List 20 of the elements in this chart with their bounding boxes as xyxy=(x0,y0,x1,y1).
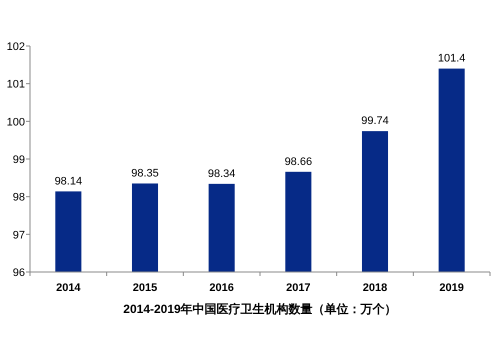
data-label: 98.66 xyxy=(284,156,312,168)
y-tick-label: 102 xyxy=(6,41,25,53)
x-tick-label: 2016 xyxy=(209,282,234,294)
y-tick-label: 100 xyxy=(6,116,25,128)
y-tick-label: 99 xyxy=(12,154,25,166)
y-tick-label: 96 xyxy=(12,267,25,279)
x-tick-label: 2015 xyxy=(132,282,158,294)
x-tick-label: 2017 xyxy=(286,282,311,294)
x-tick-label: 2018 xyxy=(362,282,388,294)
x-tick-label: 2019 xyxy=(439,282,464,294)
data-label: 98.35 xyxy=(131,167,159,180)
y-tick-label: 101 xyxy=(6,78,25,91)
data-label: 101.4 xyxy=(438,52,466,65)
data-label: 98.34 xyxy=(208,168,236,180)
x-tick-label: 2014 xyxy=(56,282,82,294)
text: 2014-2019年中国医疗卫生机构数量（单位：万个） xyxy=(123,302,397,316)
data-label: 99.74 xyxy=(361,115,389,128)
y-tick-label: 98 xyxy=(12,192,25,204)
y-tick-label: 97 xyxy=(12,229,25,242)
data-label: 98.14 xyxy=(54,175,82,188)
